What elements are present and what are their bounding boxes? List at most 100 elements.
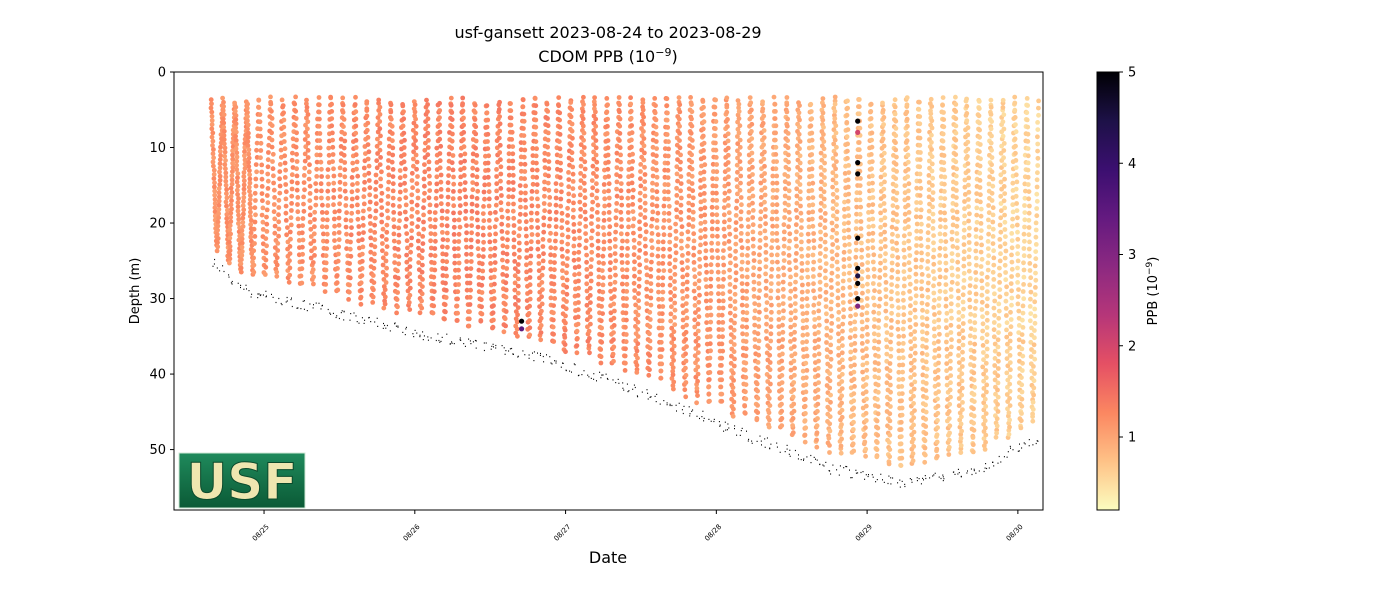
cdom-point <box>689 116 694 122</box>
cdom-point <box>216 186 222 192</box>
cdom-point <box>527 289 533 295</box>
bathymetry-point <box>899 486 901 488</box>
cdom-point <box>245 118 250 124</box>
cdom-point <box>817 272 822 278</box>
cdom-point <box>837 367 842 373</box>
cdom-point <box>379 169 384 175</box>
cdom-point <box>883 323 889 328</box>
cdom-point <box>403 202 409 208</box>
cdom-point <box>467 280 473 286</box>
cdom-point <box>733 270 739 276</box>
cdom-point <box>474 203 480 209</box>
cdom-point <box>762 171 767 176</box>
cdom-point <box>606 181 612 187</box>
bathymetry-point <box>954 473 956 475</box>
cdom-point <box>785 131 791 136</box>
cdom-point <box>715 269 721 275</box>
cdom-point <box>673 236 679 241</box>
cdom-point <box>749 150 755 156</box>
cdom-point <box>595 245 601 251</box>
cdom-point <box>648 288 654 294</box>
cdom-point <box>654 225 660 231</box>
cdom-point <box>899 384 905 389</box>
cdom-point <box>767 403 773 408</box>
cdom-point <box>912 372 917 378</box>
cdom-point <box>898 462 903 468</box>
cdom-point <box>541 229 547 235</box>
cdom-point <box>269 144 275 150</box>
cdom-point <box>469 208 475 214</box>
bathymetry-point <box>985 463 987 465</box>
cdom-point <box>685 265 690 271</box>
cdom-point <box>316 123 322 129</box>
cdom-point <box>721 226 727 232</box>
cdom-point <box>472 110 478 115</box>
cdom-point <box>425 109 430 115</box>
cdom-point <box>422 190 427 196</box>
cdom-point <box>641 143 647 149</box>
cdom-point <box>818 193 824 199</box>
cdom-point <box>917 121 923 127</box>
cdom-point <box>659 347 665 352</box>
cdom-point <box>785 138 790 144</box>
cdom-point <box>707 370 713 375</box>
cdom-point <box>565 256 570 261</box>
cdom-point <box>254 169 259 175</box>
cdom-point <box>680 288 685 294</box>
cdom-point <box>223 174 229 180</box>
cdom-point <box>373 215 378 221</box>
cdom-point <box>642 215 648 220</box>
cdom-point <box>224 203 229 209</box>
cdom-point <box>230 169 235 175</box>
cdom-point <box>833 152 839 157</box>
cdom-point <box>403 195 409 201</box>
cdom-point <box>802 432 808 438</box>
bathymetry-point <box>588 376 590 378</box>
cdom-point <box>912 379 918 385</box>
cdom-point <box>548 266 554 272</box>
cdom-point <box>242 149 247 155</box>
cdom-point <box>578 214 583 219</box>
cdom-point <box>208 97 214 103</box>
cdom-point <box>822 175 827 180</box>
cdom-point <box>827 414 833 420</box>
cdom-point <box>491 317 496 323</box>
cdom-point <box>396 239 402 245</box>
cdom-point <box>827 450 832 455</box>
cdom-point <box>527 303 532 309</box>
cdom-point <box>781 229 787 235</box>
cdom-point <box>308 255 314 261</box>
cdom-point <box>269 123 275 128</box>
cdom-point <box>884 330 890 335</box>
cdom-point <box>926 216 932 221</box>
bathymetry-point <box>437 333 439 335</box>
cdom-point <box>342 188 348 194</box>
cdom-point <box>746 224 751 230</box>
cdom-point <box>710 161 716 167</box>
cdom-point <box>356 238 361 244</box>
bathymetry-point <box>1032 444 1034 446</box>
cdom-point <box>323 274 329 280</box>
cdom-point <box>384 244 390 250</box>
cdom-point <box>647 324 653 330</box>
cdom-point <box>427 209 433 215</box>
cdom-point <box>510 144 516 150</box>
cdom-point <box>810 202 816 208</box>
cdom-point <box>673 228 679 234</box>
cdom-point <box>904 109 910 115</box>
cdom-point <box>738 173 744 179</box>
cdom-point <box>631 216 637 222</box>
cdom-point <box>511 223 517 228</box>
cdom-point <box>535 239 541 245</box>
cdom-point <box>523 219 529 225</box>
cdom-point <box>463 216 468 221</box>
cdom-point <box>908 375 914 380</box>
cdom-point <box>595 217 601 222</box>
cdom-point <box>737 137 743 143</box>
cdom-point <box>707 334 713 339</box>
cdom-point <box>925 302 930 307</box>
cdom-point <box>619 195 624 201</box>
cdom-point <box>265 186 271 191</box>
bathymetry-point <box>555 360 557 362</box>
cdom-point <box>890 253 895 259</box>
